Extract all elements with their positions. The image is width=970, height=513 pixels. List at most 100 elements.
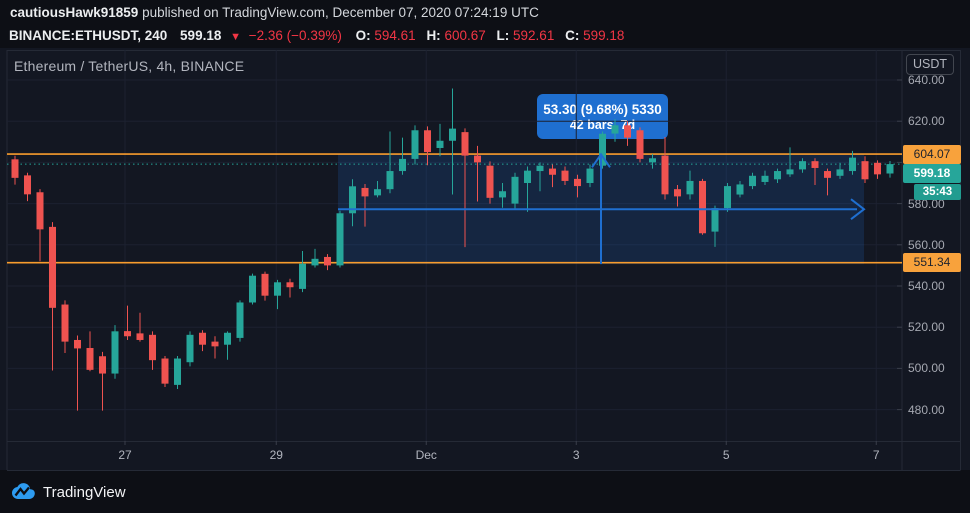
candle (61, 304, 69, 342)
currency-toggle-button[interactable]: USDT (906, 54, 954, 75)
candle (524, 170, 531, 183)
candle (36, 192, 44, 230)
price-tick-label: 540.00 (908, 279, 945, 293)
candle (199, 332, 206, 345)
candle (874, 162, 881, 175)
price-tick-label: 520.00 (908, 320, 945, 335)
time-tick-label: 29 (269, 448, 283, 462)
time-tick-label: 3 (572, 448, 580, 462)
candle (774, 171, 781, 180)
candle (886, 164, 894, 174)
tradingview-logo-icon (12, 483, 35, 499)
price-tick-label: 620.00 (908, 114, 945, 129)
candle (261, 273, 269, 296)
candle (86, 348, 94, 370)
candle (411, 130, 419, 159)
open-value: 594.61 (374, 28, 416, 43)
candle (711, 208, 719, 232)
candle (574, 178, 581, 187)
range-measure-label[interactable]: 53.30 (9.68%) 5330 42 bars, 7d (537, 94, 668, 139)
candle (174, 358, 181, 385)
candle (49, 226, 56, 308)
price-label-resistance[interactable]: 604.07 (903, 145, 961, 164)
candle (849, 157, 856, 172)
price-tick-label: 580.00 (908, 196, 945, 211)
candle (661, 155, 669, 195)
candle (361, 187, 369, 197)
candle (236, 302, 244, 338)
candle (311, 258, 319, 266)
tradingview-logo[interactable]: TradingView (10, 479, 126, 505)
candle (274, 282, 281, 296)
candle (549, 168, 556, 175)
range-tool-up-arrow (591, 152, 611, 168)
bar-countdown: 35:43 (914, 184, 961, 200)
time-tick-label: Dec (415, 448, 437, 462)
candle (99, 356, 106, 374)
candle (736, 184, 744, 195)
candle (749, 175, 756, 187)
candle (24, 175, 31, 195)
candle (349, 186, 356, 214)
publisher-username: cautiousHawk91859 (10, 5, 139, 20)
candle (799, 161, 806, 170)
candle (111, 331, 119, 374)
high-value: 600.67 (444, 28, 486, 43)
candle (299, 263, 306, 289)
publish-bar: cautiousHawk91859 published on TradingVi… (0, 0, 970, 24)
candle (786, 169, 794, 175)
price-tick-label: 560.00 (908, 237, 945, 252)
candle (724, 186, 731, 209)
candle (674, 189, 681, 197)
candle (599, 133, 606, 166)
low-value: 592.61 (513, 28, 555, 43)
candle (811, 161, 819, 168)
candle (186, 334, 194, 363)
candle (161, 358, 169, 384)
candle (424, 130, 431, 153)
candle (399, 158, 406, 172)
candle (449, 128, 456, 141)
range-measure-price-change: 53.30 (9.68%) 5330 (543, 101, 662, 117)
candle (474, 155, 481, 163)
candle (624, 125, 631, 138)
candle (586, 168, 594, 183)
symbol-name[interactable]: BINANCE:ETHUSDT, 240 (9, 28, 168, 43)
candle (686, 180, 694, 195)
tradingview-logo-text: TradingView (43, 483, 126, 501)
close-value: 599.18 (583, 28, 625, 43)
candle (224, 332, 231, 345)
chart-legend-title[interactable]: Ethereum / TetherUS, 4h, BINANCE (14, 58, 245, 74)
candle (74, 339, 81, 349)
candle (436, 140, 444, 148)
candle (124, 331, 131, 337)
candle (499, 191, 506, 198)
candle (211, 341, 219, 347)
price-tick-label: 640.00 (908, 73, 945, 87)
candle (611, 125, 619, 134)
candle (861, 161, 869, 180)
candle (649, 158, 656, 163)
low-label: L: (496, 28, 510, 43)
candle (836, 169, 844, 176)
candle (149, 334, 156, 361)
candle (486, 165, 494, 198)
price-label-last[interactable]: 599.18 (903, 164, 961, 183)
close-label: C: (565, 28, 580, 43)
price-tick-label: 500.00 (908, 361, 945, 376)
candle (374, 189, 381, 196)
time-tick-label: 7 (872, 448, 880, 462)
candle (761, 175, 769, 182)
price-tick-label: 480.00 (908, 402, 945, 417)
candle (461, 132, 469, 156)
candle (386, 171, 394, 190)
price-label-support[interactable]: 551.34 (903, 253, 961, 272)
candle (11, 159, 19, 178)
chart-background (0, 48, 970, 470)
candle (699, 180, 706, 234)
time-tick-label: 5 (722, 448, 730, 462)
last-price-value: 599.18 (180, 28, 222, 43)
publish-info: published on TradingView.com, December 0… (138, 5, 539, 20)
